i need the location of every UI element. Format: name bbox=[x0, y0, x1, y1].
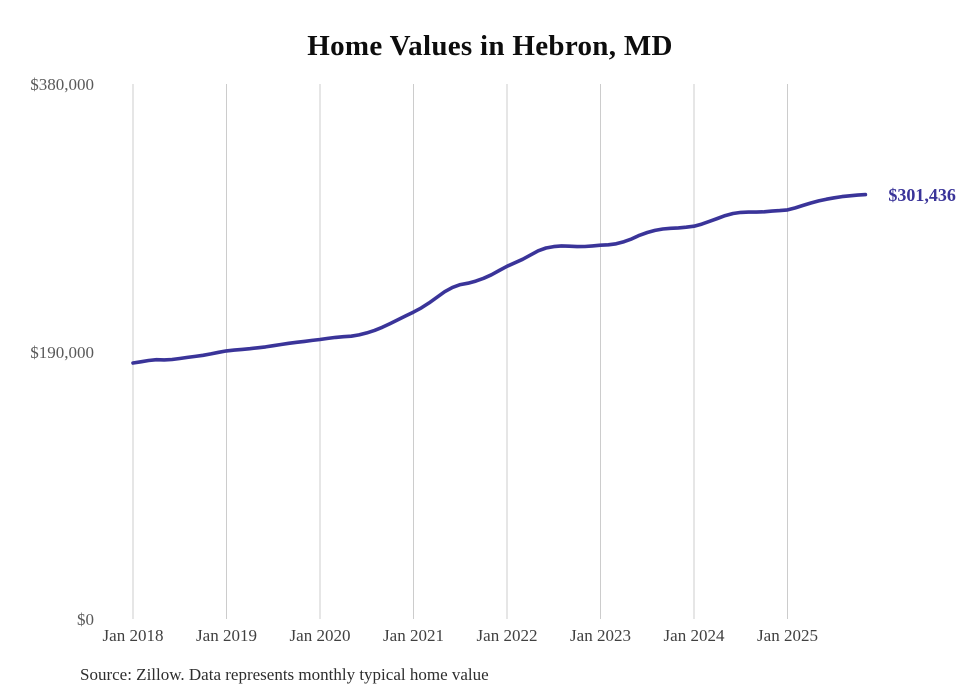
source-note: Source: Zillow. Data represents monthly … bbox=[80, 665, 489, 684]
x-tick-label: Jan 2020 bbox=[289, 626, 351, 645]
series-line bbox=[131, 192, 868, 365]
x-tick-label: Jan 2023 bbox=[570, 626, 631, 645]
chart-title: Home Values in Hebron, MD bbox=[307, 30, 673, 62]
y-tick-label: $380,000 bbox=[30, 75, 94, 94]
x-tick-label: Jan 2019 bbox=[196, 626, 257, 645]
x-tick-label: Jan 2018 bbox=[102, 626, 164, 645]
y-tick-label: $190,000 bbox=[30, 342, 94, 362]
x-tick-label: Jan 2021 bbox=[383, 626, 444, 645]
x-tick-label: Jan 2022 bbox=[476, 626, 538, 645]
x-tick-label: Jan 2025 bbox=[757, 626, 818, 645]
series-end-value-label: $301,436 bbox=[888, 184, 956, 205]
x-tick-label: Jan 2024 bbox=[663, 626, 725, 645]
y-tick-label: $0 bbox=[77, 610, 94, 629]
